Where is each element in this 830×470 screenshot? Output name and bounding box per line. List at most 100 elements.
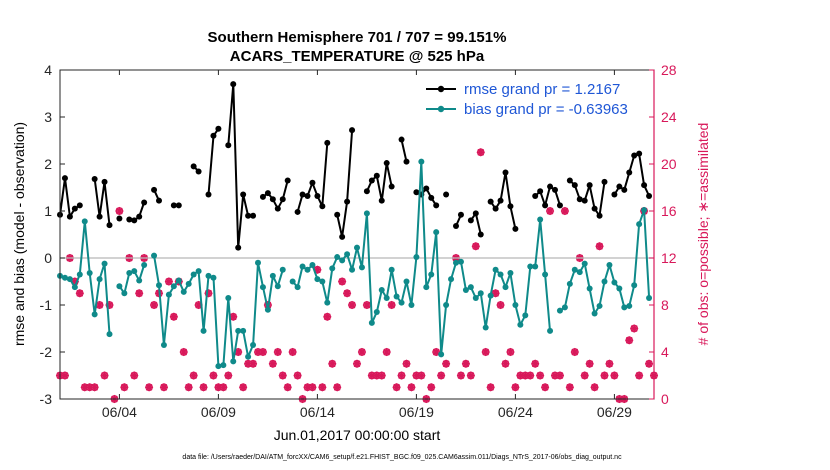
bias-point	[542, 271, 549, 278]
obs-assimilated-marker	[635, 371, 644, 380]
obs-assimilated-marker	[461, 359, 470, 368]
bias-point	[156, 282, 162, 289]
obs-assimilated-marker	[258, 347, 268, 357]
rmse-point	[611, 191, 618, 198]
obs-assimilated-marker	[516, 371, 525, 380]
rmse-point	[96, 213, 103, 220]
obs-assimilated-marker	[149, 300, 159, 310]
obs-assimilated-marker	[442, 359, 451, 368]
obs-assimilated-marker	[278, 371, 287, 380]
obs-assimilated-marker	[85, 383, 94, 392]
rmse-point	[349, 127, 356, 134]
right-axis: 0 4 8 12 16 20 24 28	[649, 62, 677, 407]
obs-assimilated-marker	[367, 371, 376, 380]
bias-point	[457, 258, 464, 265]
obs-assimilated-marker	[283, 383, 292, 392]
rmse-point	[151, 186, 158, 193]
right-tick-label: 12	[661, 250, 677, 266]
rmse-point	[141, 199, 148, 206]
bias-point	[170, 283, 177, 290]
rmse-point	[443, 191, 450, 198]
bias-point	[86, 270, 93, 277]
rmse-point	[626, 169, 633, 176]
obs-assimilated-marker	[313, 265, 322, 274]
bias-point	[314, 276, 321, 283]
bias-point	[91, 311, 98, 318]
obs-assimilated-marker	[234, 347, 243, 357]
bias-point	[487, 292, 494, 299]
obs-assimilated-marker	[570, 347, 579, 357]
rmse-point	[279, 196, 286, 203]
obs-assimilated-marker	[145, 383, 154, 392]
right-tick-label: 20	[661, 156, 677, 172]
obs-assimilated-marker	[432, 347, 441, 357]
obs-assimilated-marker	[545, 206, 555, 216]
rmse-point	[274, 205, 281, 212]
obs-assimilated-marker	[427, 383, 436, 392]
obs-assimilated-marker	[392, 383, 401, 392]
bias-point	[165, 291, 172, 298]
x-axis-label: Jun.01,2017 00:00:00 start	[274, 427, 441, 443]
rmse-point	[136, 213, 143, 220]
bias-point	[388, 266, 395, 273]
obs-assimilated-marker	[595, 242, 604, 251]
left-axis: -3 -2 -1 0 1 2 3 4	[40, 62, 65, 407]
left-tick-label: -2	[40, 344, 53, 360]
rmse-point	[641, 182, 648, 189]
plot-area	[60, 70, 654, 399]
bias-point	[61, 274, 68, 281]
bias-point	[423, 284, 430, 291]
rmse-point	[428, 194, 435, 201]
bias-point	[235, 327, 242, 334]
bias-point	[264, 306, 271, 313]
bias-point	[522, 312, 529, 319]
rmse-point	[156, 197, 162, 204]
rmse-point	[586, 182, 593, 189]
chart-title-line1: Southern Hemisphere 701 / 707 = 99.151%	[208, 29, 507, 46]
bias-point	[433, 229, 440, 236]
obs-assimilated-marker	[536, 371, 545, 380]
bias-point	[101, 260, 108, 267]
left-tick-label: 3	[44, 109, 52, 125]
obs-assimilated-marker	[70, 277, 79, 286]
bias-point	[319, 278, 326, 285]
rmse-point	[383, 160, 390, 167]
obs-assimilated-marker	[333, 383, 342, 392]
rmse-point	[314, 192, 321, 199]
bias-point	[507, 270, 514, 277]
rmse-point	[215, 125, 222, 132]
rmse-point	[240, 191, 247, 198]
obs-assimilated-marker	[625, 336, 634, 345]
obs-assimilated-marker	[100, 371, 109, 380]
obs-assimilated-marker	[328, 359, 337, 368]
bias-point	[324, 299, 331, 306]
bias-point	[255, 259, 261, 266]
obs-assimilated-marker	[630, 324, 639, 333]
obs-assimilated-marker	[239, 383, 248, 392]
bias-point	[443, 302, 450, 308]
obs-assimilated-marker	[204, 289, 213, 298]
bias-point	[631, 282, 638, 289]
obs-assimilated-marker	[244, 359, 253, 368]
obs-assimilated-marker	[402, 359, 411, 368]
obs-assimilated-marker	[486, 383, 495, 392]
bias-point	[274, 283, 281, 290]
obs-assimilated-marker	[184, 383, 193, 392]
rmse-point	[502, 169, 509, 176]
bias-point	[259, 284, 266, 291]
rmse-point	[537, 188, 544, 195]
left-tick-label: 4	[44, 62, 52, 78]
rmse-point	[299, 191, 306, 198]
rmse-point	[636, 150, 643, 157]
rmse-point	[225, 142, 232, 149]
obs-assimilated-marker	[456, 371, 466, 380]
rmse-point	[621, 186, 628, 193]
obs-assimilated-marker	[169, 312, 178, 321]
bias-point	[453, 259, 459, 266]
rmse-point	[230, 81, 237, 88]
bias-point	[566, 280, 573, 287]
bias-point	[611, 279, 618, 286]
rmse-line-segment	[93, 178, 111, 226]
obs-assimilated-marker	[644, 359, 654, 368]
